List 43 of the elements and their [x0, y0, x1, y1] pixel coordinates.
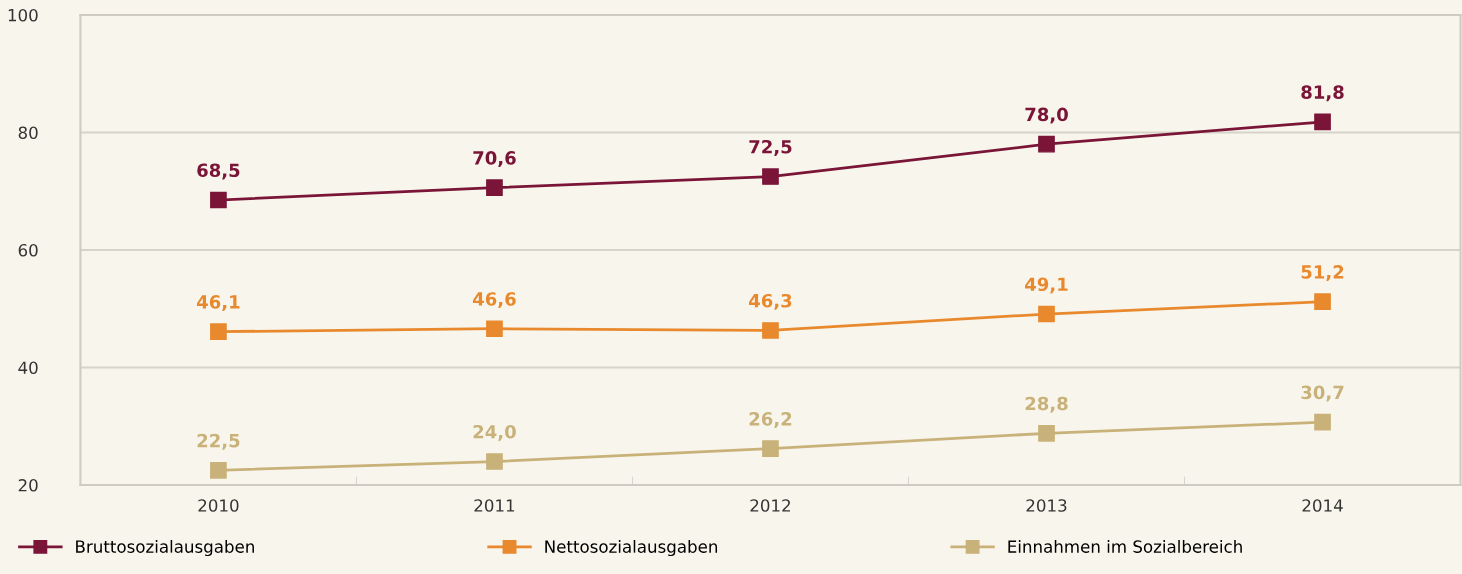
- x-tick-label: 2012: [750, 499, 791, 512]
- legend-label: Einnahmen im Sozialbereich: [1008, 539, 1242, 553]
- point: [762, 322, 779, 339]
- point: [1038, 135, 1055, 153]
- data-label: 46,6: [472, 292, 516, 309]
- data-label: 28,8: [1025, 396, 1068, 413]
- data-label: 24,0: [473, 424, 516, 441]
- point: [1314, 113, 1331, 131]
- point: [210, 323, 227, 340]
- data-label: 46,1: [196, 295, 240, 312]
- point: [1314, 293, 1331, 311]
- data-label: 72,5: [749, 139, 792, 156]
- point: [486, 179, 503, 197]
- point: [762, 168, 779, 185]
- x-tick-label: 2013: [1026, 499, 1067, 512]
- data-label: 78,0: [1025, 107, 1068, 124]
- legend-label: Bruttosozialausgaben: [76, 539, 254, 557]
- data-label: 51,2: [1301, 265, 1344, 282]
- data-label: 68,5: [197, 163, 240, 180]
- data-label: 30,7: [1301, 385, 1344, 402]
- data-label: 70,6: [473, 151, 516, 168]
- point: [762, 440, 779, 457]
- data-label: 26,2: [749, 412, 792, 428]
- data-label: 22,5: [197, 433, 240, 450]
- y-tick-label: 40: [18, 361, 38, 375]
- point: [210, 462, 227, 479]
- legend-label: Nettosozialausgaben: [545, 539, 718, 557]
- point: [1038, 305, 1055, 323]
- y-tick-label: 60: [18, 243, 38, 257]
- y-tick-label: 100: [8, 8, 38, 22]
- point: [210, 191, 227, 209]
- point: [1314, 413, 1331, 431]
- data-label: 81,8: [1301, 85, 1344, 102]
- x-tick-label: 2011: [474, 499, 515, 512]
- point: [1038, 424, 1055, 442]
- x-tick-label: 2010: [198, 499, 239, 512]
- y-tick-label: 20: [18, 478, 38, 492]
- data-label: 49,1: [1025, 277, 1068, 294]
- point: [486, 320, 503, 338]
- y-tick-label: 80: [18, 126, 38, 140]
- point: [486, 453, 503, 470]
- data-label: 46,3: [749, 293, 792, 310]
- x-tick-label: 2014: [1302, 499, 1343, 512]
